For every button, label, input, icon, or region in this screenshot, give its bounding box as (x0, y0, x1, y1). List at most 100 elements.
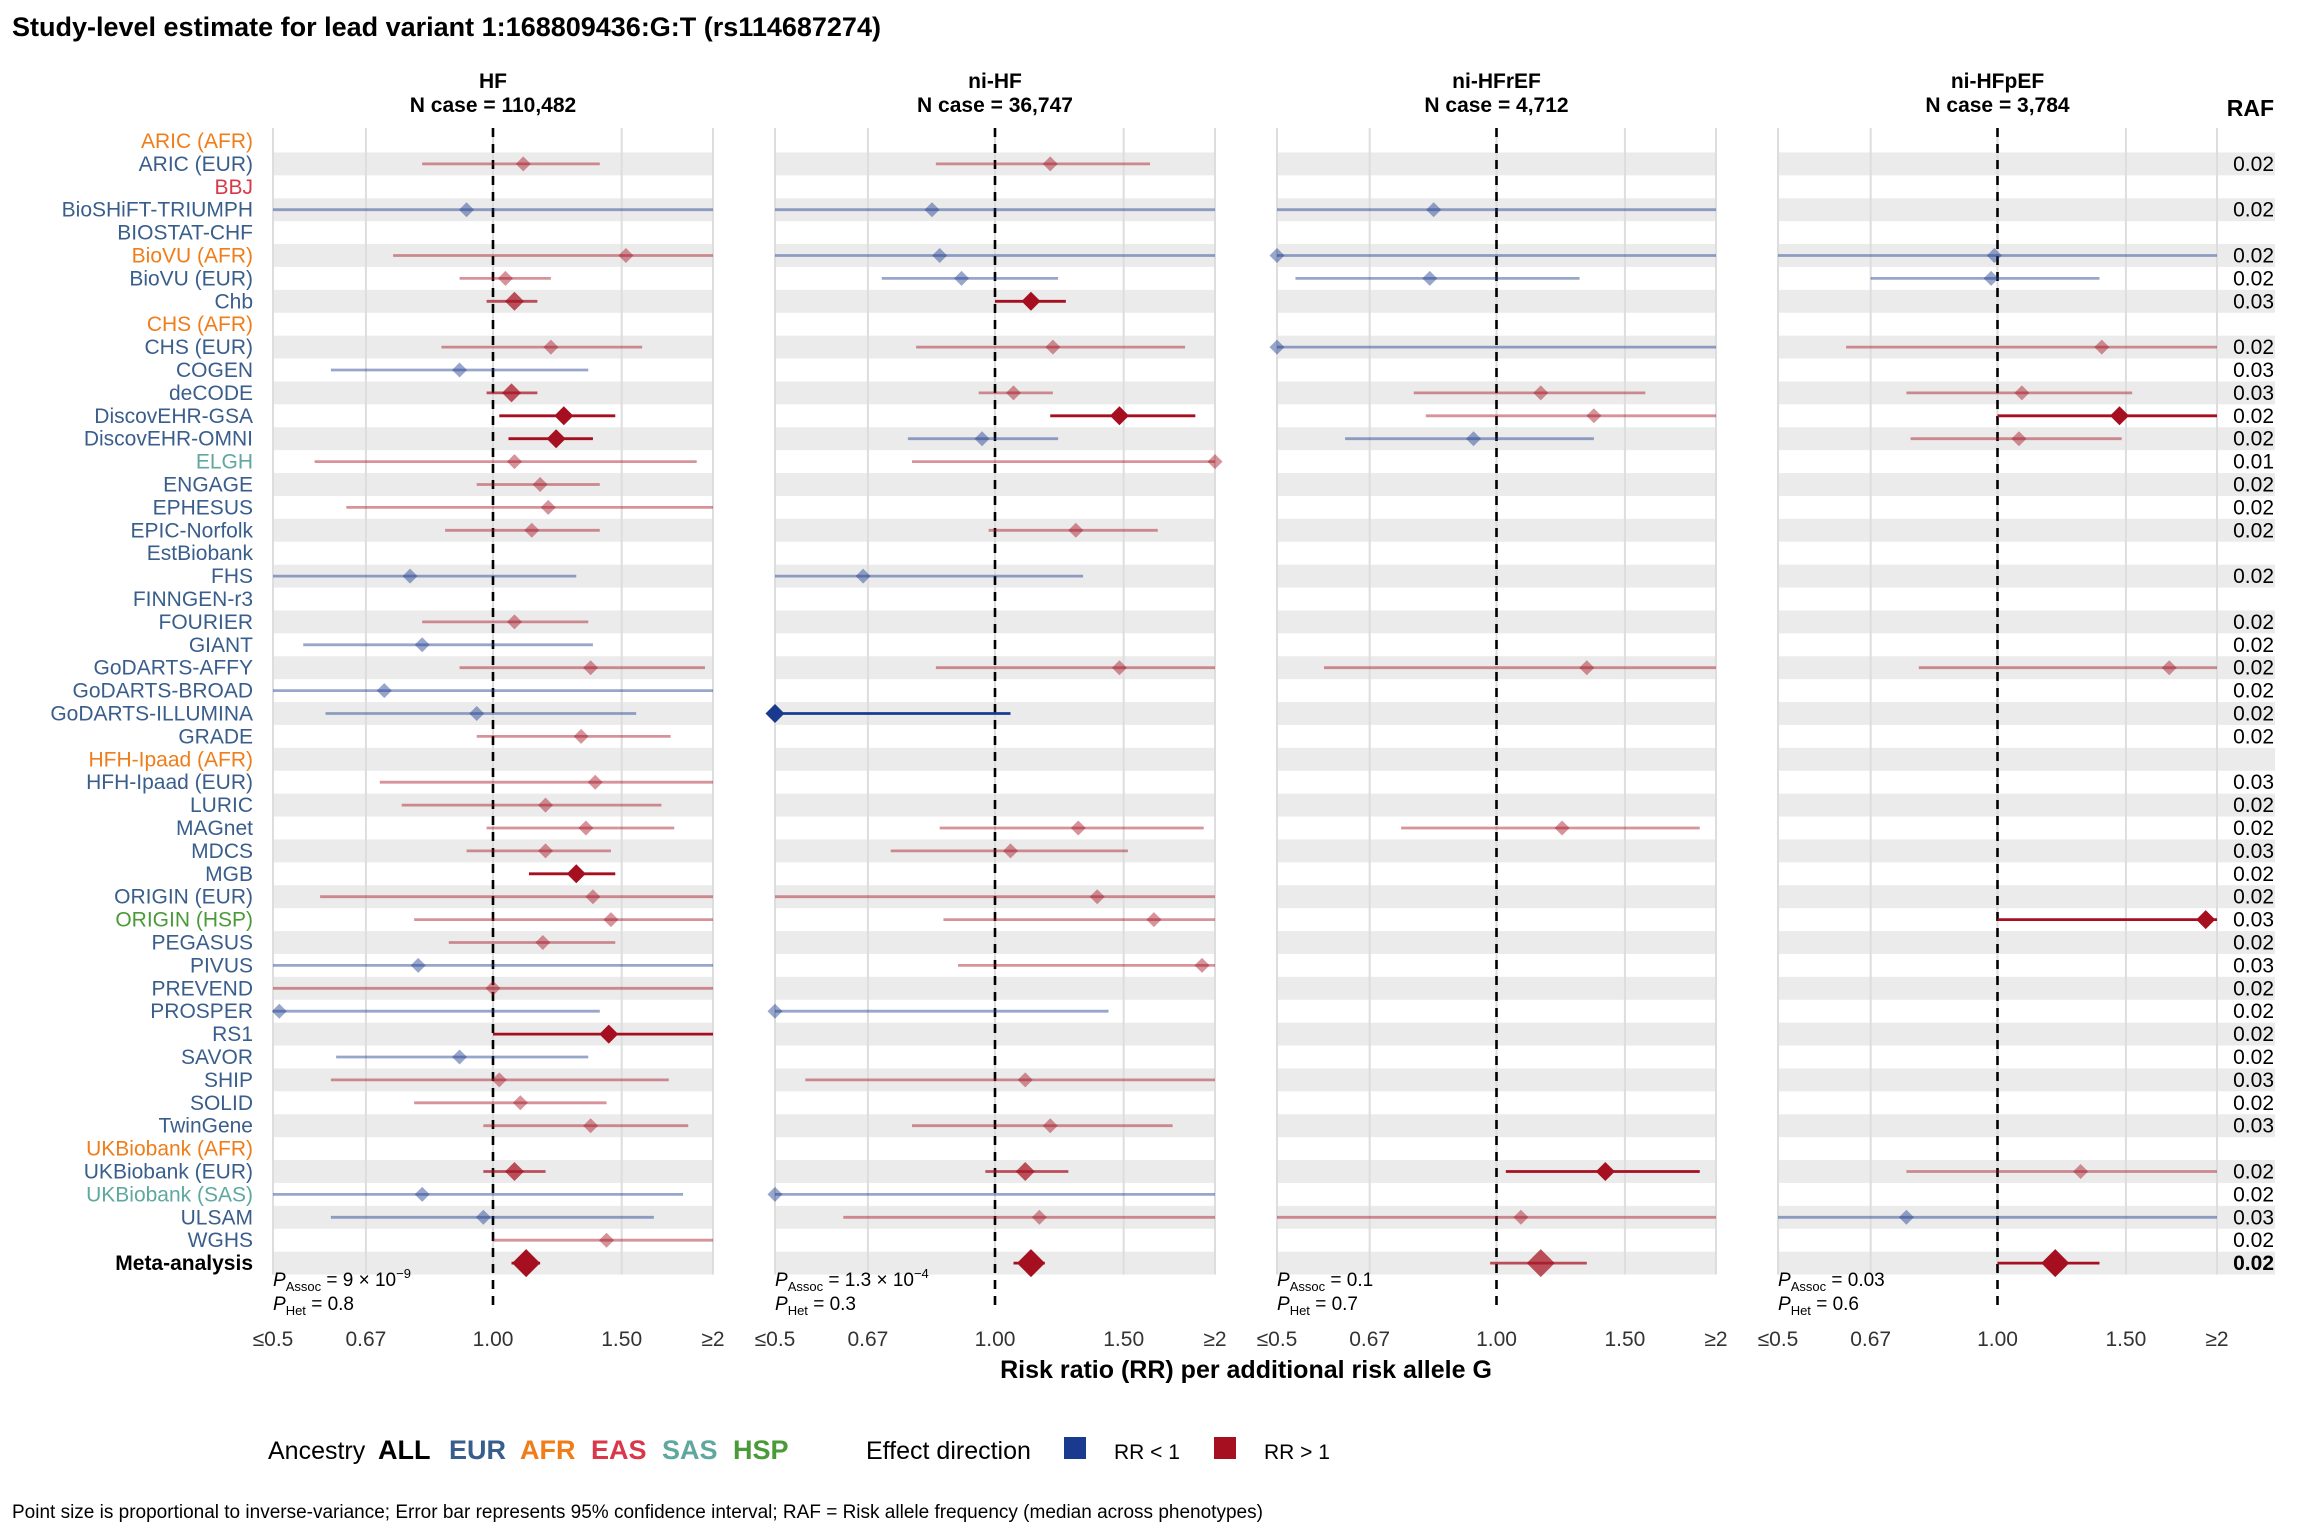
x-tick-label: 1.50 (2105, 1328, 2146, 1351)
point-discovehr-omni (546, 429, 566, 449)
study-label-aric-eur: ARIC (EUR) (139, 153, 253, 176)
point-discovehr-gsa (554, 406, 574, 426)
point-ephesus (540, 499, 556, 515)
raf-value: 0.03 (2233, 909, 2274, 932)
x-tick-label: 1.50 (1604, 1328, 1645, 1351)
point-giant (414, 637, 430, 653)
legend-ancestry-afr: AFR (520, 1435, 576, 1465)
p-assoc: PAssoc = 9 × 10−9 (273, 1266, 411, 1294)
study-labels: ARIC (AFR)ARIC (EUR)BBJBioSHiFT-TRIUMPHB… (50, 130, 253, 1275)
raf-value: 0.02 (2233, 657, 2274, 680)
point-decode (2014, 385, 2030, 401)
row-bands (273, 152, 2275, 1275)
legend-ancestry-all: ALL (378, 1435, 430, 1465)
raf-band (2217, 610, 2275, 634)
raf-band (2217, 747, 2275, 771)
point-epic-norfolk (524, 522, 540, 538)
p-het: PHet = 0.6 (1778, 1294, 1859, 1318)
raf-value: 0.03 (2233, 840, 2274, 863)
study-label-engage: ENGAGE (163, 474, 253, 497)
study-label-aric-afr: ARIC (AFR) (141, 130, 253, 153)
point-ship (1017, 1072, 1033, 1088)
raf-band (2217, 198, 2275, 222)
point-ukbiobank-eur (2073, 1164, 2089, 1179)
raf-value: 0.03 (2233, 1115, 2274, 1138)
point-ukbiobank-eur (504, 1162, 524, 1181)
raf-value: 0.02 (2233, 267, 2274, 290)
x-tick-label: 0.67 (345, 1328, 386, 1351)
study-label-chb: Chb (214, 290, 253, 313)
raf-band (2217, 1160, 2275, 1183)
point-godarts-affy (583, 660, 599, 676)
study-label-biovu-eur: BioVU (EUR) (129, 267, 253, 290)
point-bioshift-triumph (459, 202, 475, 218)
point-solid (512, 1095, 528, 1111)
point-ukbiobank-sas (767, 1186, 783, 1202)
raf-value: 0.02 (2233, 153, 2274, 176)
point-origin-hsp (603, 912, 619, 928)
x-tick-label: 1.00 (1977, 1328, 2018, 1351)
point-mgb (566, 864, 586, 884)
raf-band (2217, 839, 2275, 863)
raf-band (2217, 1068, 2275, 1092)
study-label-giant: GIANT (189, 634, 253, 657)
p-assoc: PAssoc = 0.03 (1778, 1270, 1885, 1294)
point-wghs (599, 1232, 615, 1248)
data-marks (271, 156, 2217, 1278)
study-label-ukbiobank-sas: UKBiobank (SAS) (86, 1183, 253, 1206)
point-twingene (1042, 1118, 1058, 1134)
raf-value: 0.02 (2233, 1183, 2274, 1206)
legend-direction-lt1: RR < 1 (1114, 1441, 1180, 1464)
point-magnet (578, 820, 594, 836)
raf-band (2217, 885, 2275, 909)
point-magnet (1554, 820, 1570, 836)
study-label-godarts-affy: GoDARTS-AFFY (94, 657, 253, 680)
point-bioshift-triumph (924, 202, 940, 218)
raf-value: 0.02 (2233, 474, 2274, 497)
panel-headers: HFN case = 110,482 ni-HFN case = 36,747 ni… (410, 70, 2070, 117)
raf-value: 0.02 (2233, 863, 2274, 886)
point-godarts-illumina (765, 704, 785, 723)
raf-value: 0.02 (2233, 1000, 2274, 1023)
raf-value: 0.02 (2233, 611, 2274, 634)
study-label-origin-eur: ORIGIN (EUR) (114, 886, 253, 909)
x-tick-label: ≥2 (1704, 1328, 1727, 1351)
point-savor (452, 1049, 468, 1065)
point-origin-eur (1089, 889, 1105, 905)
raf-band (2217, 381, 2275, 405)
point-chs-eur (1045, 339, 1061, 355)
p-het: PHet = 0.8 (273, 1294, 354, 1318)
point-discovehr-omni (1466, 431, 1482, 447)
x-tick-label: 1.50 (1103, 1328, 1144, 1351)
panel-ncase: N case = 3,784 (1925, 94, 2070, 117)
study-label-pegasus: PEGASUS (151, 932, 253, 955)
point-godarts-affy (2161, 660, 2177, 676)
panel-ncase: N case = 110,482 (410, 94, 576, 117)
study-label-magnet: MAGnet (176, 817, 253, 840)
legend-direction-gt1: RR > 1 (1264, 1441, 1330, 1464)
x-tick-label: ≤0.5 (1758, 1328, 1799, 1351)
point-fhs (402, 568, 418, 584)
legend-swatch-gt1 (1214, 1437, 1236, 1459)
p-het: PHet = 0.3 (775, 1294, 856, 1318)
panel-title: ni-HFrEF (1452, 70, 1541, 93)
raf-value: 0.02 (2233, 680, 2274, 703)
study-label-grade: GRADE (178, 725, 253, 748)
raf-value: 0.03 (2233, 290, 2274, 313)
x-tick-label: 1.00 (975, 1328, 1016, 1351)
study-label-meta-analysis: Meta-analysis (115, 1252, 253, 1275)
point-hfh-ipaad-eur (587, 774, 603, 790)
point-aric-eur (515, 156, 531, 172)
point-biovu-eur (497, 270, 513, 286)
point-bioshift-triumph (1426, 202, 1442, 218)
panel-title: HF (479, 70, 507, 93)
x-tick-label: 0.67 (1349, 1328, 1390, 1351)
point-ukbiobank-eur (1015, 1162, 1035, 1181)
point-decode (1005, 385, 1021, 401)
raf-value: 0.01 (2233, 451, 2274, 474)
study-label-ship: SHIP (204, 1069, 253, 1092)
raf-value: 0.02 (2233, 565, 2274, 588)
point-decode (501, 383, 521, 403)
legend-direction-title: Effect direction (866, 1437, 1031, 1465)
